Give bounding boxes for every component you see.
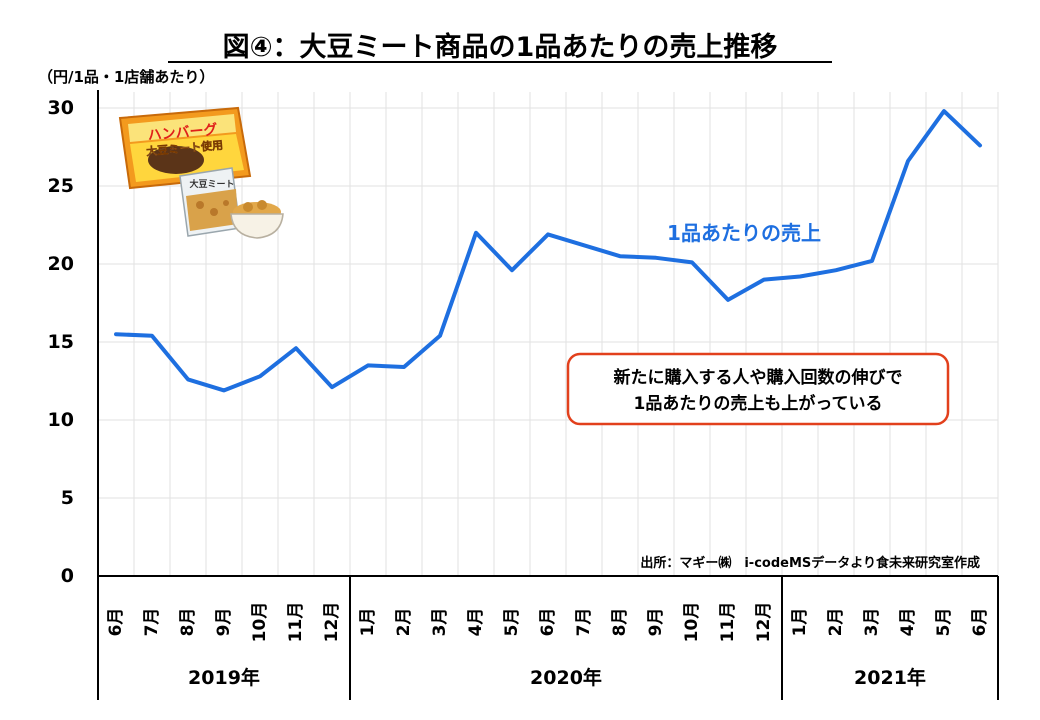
x-tick-label: 1月	[790, 608, 810, 637]
y-tick-label: 20	[48, 253, 74, 275]
soy-meat-illustration: ハンバーグ 大豆ミート使用 大豆ミート	[118, 106, 284, 239]
x-tick-label: 4月	[466, 608, 486, 637]
annotation-box	[566, 352, 950, 426]
x-tick-label: 3月	[862, 608, 882, 637]
x-tick-label: 11月	[286, 602, 306, 643]
y-tick-label: 30	[48, 97, 74, 119]
series-label: 1品あたりの売上	[667, 221, 821, 245]
y-tick-label: 10	[48, 409, 74, 431]
x-tick-label: 5月	[934, 608, 954, 637]
bowl-icon	[230, 200, 284, 239]
annotation-line-2: 1品あたりの売上も上がっている	[634, 393, 883, 414]
hamburger-package-icon: ハンバーグ 大豆ミート使用	[118, 106, 252, 190]
x-tick-label: 12月	[322, 602, 342, 643]
year-labels: 2019年 2020年 2021年	[188, 576, 926, 700]
y-tick-label: 0	[61, 565, 74, 587]
year-label: 2019年	[188, 666, 260, 689]
x-tick-label: 6月	[970, 608, 990, 637]
x-tick-label: 12月	[754, 602, 774, 643]
source-note: 出所：マギー㈱ i-codeMSデータより食未来研究室作成	[640, 555, 980, 571]
bag-label: 大豆ミート	[189, 178, 234, 190]
chart-title: 図④：大豆ミート商品の1品あたりの売上推移	[223, 32, 778, 63]
y-axis-label: （円/1品・1店舗あたり）	[38, 68, 214, 86]
x-tick-label: 8月	[178, 608, 198, 637]
y-tick-label: 25	[48, 175, 74, 197]
x-tick-label: 10月	[250, 602, 270, 643]
y-tick-label: 15	[48, 331, 74, 353]
y-tick-label: 5	[61, 487, 74, 509]
x-tick-label: 2月	[394, 608, 414, 637]
x-tick-label: 7月	[142, 608, 162, 637]
year-label: 2020年	[530, 666, 602, 689]
x-tick-label: 6月	[106, 608, 126, 637]
x-tick-label: 10月	[682, 602, 702, 643]
annotation-callout: 新たに購入する人や購入回数の伸びで 1品あたりの売上も上がっている	[566, 352, 950, 426]
x-tick-label: 4月	[898, 608, 918, 637]
series-layer	[114, 109, 982, 393]
x-tick-label: 9月	[646, 608, 666, 637]
x-tick-label: 2月	[826, 608, 846, 637]
package-label: ハンバーグ	[147, 121, 218, 144]
x-tick-label: 6月	[538, 608, 558, 637]
annotation-line-1: 新たに購入する人や購入回数の伸びで	[614, 367, 903, 388]
y-axis-ticks: 0 5 10 15 20 25 30	[48, 97, 74, 587]
x-tick-label: 8月	[610, 608, 630, 637]
x-axis-categories: 6月 7月 8月 9月 10月 11月 12月 1月 2月 3月 4月 5月 6月 7月 8月 9月 10月 11…	[106, 602, 990, 643]
soy-meat-bag-icon: 大豆ミート	[179, 167, 241, 237]
x-tick-label: 5月	[502, 608, 522, 637]
x-tick-label: 3月	[430, 608, 450, 637]
x-tick-label: 11月	[718, 602, 738, 643]
x-tick-label: 1月	[358, 608, 378, 637]
package-sublabel: 大豆ミート使用	[146, 138, 224, 159]
x-tick-label: 7月	[574, 608, 594, 637]
x-tick-label: 9月	[214, 608, 234, 637]
year-label: 2021年	[854, 666, 926, 689]
